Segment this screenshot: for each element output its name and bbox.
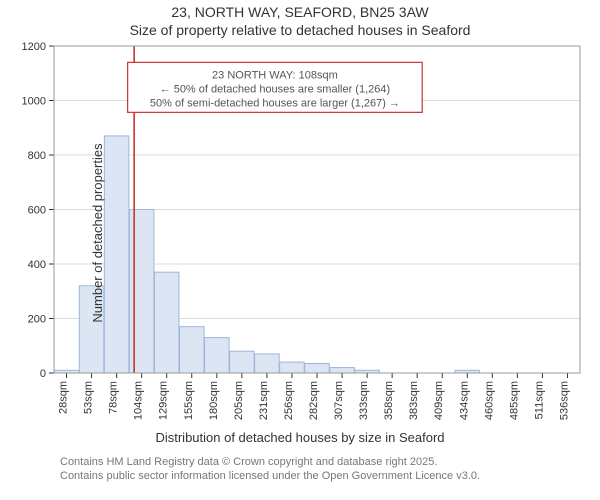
x-tick-label: 129sqm — [158, 381, 170, 420]
x-tick-label: 485sqm — [508, 381, 520, 420]
x-tick-label: 358sqm — [383, 381, 395, 420]
y-tick-label: 600 — [28, 205, 46, 217]
x-tick-label: 180sqm — [208, 381, 220, 420]
x-tick-label: 205sqm — [233, 381, 245, 420]
histogram-bar — [305, 363, 330, 373]
histogram-bar — [179, 327, 204, 373]
histogram-bar — [330, 368, 355, 373]
x-tick-label: 78sqm — [108, 381, 120, 414]
x-tick-label: 231sqm — [258, 381, 270, 420]
annotation-text-line: 23 NORTH WAY: 108sqm — [212, 69, 338, 81]
histogram-bar — [104, 136, 129, 373]
x-tick-label: 256sqm — [283, 381, 295, 420]
histogram-bar — [129, 210, 154, 374]
x-tick-label: 460sqm — [483, 381, 495, 420]
x-tick-label: 307sqm — [333, 381, 345, 420]
footer-attribution: Contains HM Land Registry data © Crown c… — [60, 455, 600, 484]
page-title-line1: 23, NORTH WAY, SEAFORD, BN25 3AW — [0, 4, 600, 20]
y-tick-label: 400 — [28, 259, 46, 271]
x-tick-label: 409sqm — [433, 381, 445, 420]
page-title-line2: Size of property relative to detached ho… — [0, 22, 600, 38]
footer-line-2: Contains public sector information licen… — [60, 469, 600, 483]
x-tick-label: 282sqm — [308, 381, 320, 420]
x-tick-label: 536sqm — [558, 381, 570, 420]
annotation-text-line: 50% of semi-detached houses are larger (… — [150, 97, 400, 109]
histogram-bar — [230, 351, 255, 373]
x-axis-label: Distribution of detached houses by size … — [0, 430, 600, 445]
chart-container: Number of detached properties 0 200 400 600… — [0, 38, 600, 428]
y-axis-label: Number of detached properties — [90, 143, 105, 322]
histogram-bar — [154, 272, 179, 373]
x-tick-label: 104sqm — [133, 381, 145, 420]
x-tick-label: 383sqm — [408, 381, 420, 420]
histogram-bar — [205, 338, 230, 373]
y-tick-label: 0 — [40, 368, 46, 380]
y-tick-label: 800 — [28, 150, 46, 162]
annotation-text-line: ← 50% of detached houses are smaller (1,… — [160, 83, 391, 95]
x-tick-label: 53sqm — [83, 381, 95, 414]
x-tick-label: 333sqm — [358, 381, 370, 420]
y-tick-label: 200 — [28, 314, 46, 326]
histogram-bar — [255, 354, 280, 373]
x-tick-label: 434sqm — [458, 381, 470, 420]
y-tick-label: 1200 — [22, 41, 46, 53]
x-tick-label: 155sqm — [183, 381, 195, 420]
x-tick-label: 28sqm — [58, 381, 70, 414]
histogram-bar — [280, 362, 305, 373]
x-tick-label: 511sqm — [533, 381, 545, 419]
footer-line-1: Contains HM Land Registry data © Crown c… — [60, 455, 600, 469]
y-tick-label: 1000 — [22, 96, 46, 108]
